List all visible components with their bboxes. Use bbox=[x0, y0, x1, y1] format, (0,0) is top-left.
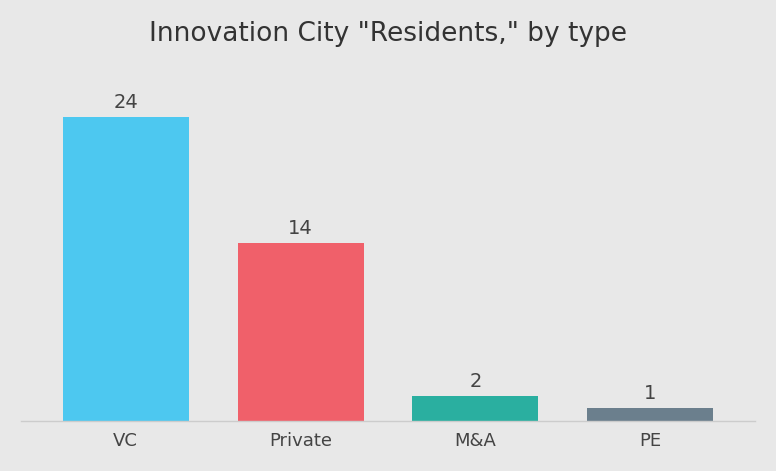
Text: 2: 2 bbox=[469, 372, 482, 390]
Text: 24: 24 bbox=[113, 92, 138, 112]
Title: Innovation City "Residents," by type: Innovation City "Residents," by type bbox=[149, 21, 627, 47]
Bar bbox=[587, 408, 713, 421]
Bar bbox=[63, 117, 189, 421]
Bar bbox=[237, 244, 363, 421]
Bar bbox=[413, 396, 539, 421]
Text: 14: 14 bbox=[288, 219, 313, 238]
Text: 1: 1 bbox=[644, 384, 656, 403]
